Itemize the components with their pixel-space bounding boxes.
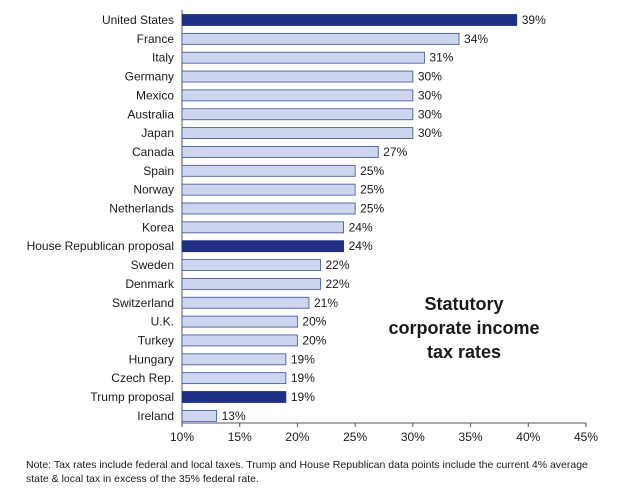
category-label: Turkey: [138, 333, 174, 347]
category-label: Korea: [142, 220, 174, 234]
bar: [181, 51, 425, 64]
category-label: United States: [102, 13, 174, 27]
bar: [181, 183, 356, 196]
bar: [181, 127, 414, 139]
data-label: 24%: [349, 239, 373, 253]
bar: [181, 32, 460, 45]
bar: [181, 334, 298, 347]
x-tick-label: 45%: [574, 430, 598, 444]
bar: [181, 202, 356, 215]
data-label: 25%: [360, 164, 384, 178]
category-label: Italy: [152, 51, 174, 65]
data-label: 19%: [291, 371, 315, 385]
data-label: 39%: [522, 13, 546, 27]
category-label: Denmark: [125, 277, 175, 291]
footnote: Note: Tax rates include federal and loca…: [26, 459, 588, 485]
category-label: Ireland: [137, 409, 174, 423]
category-label: France: [137, 32, 175, 46]
category-label: Japan: [141, 126, 174, 140]
data-label: 30%: [418, 88, 442, 102]
data-label: 21%: [314, 296, 338, 310]
bar: [181, 164, 356, 177]
chart-annotation: Statutory corporate income tax rates: [388, 294, 540, 362]
bar: [181, 146, 379, 158]
data-label: 25%: [360, 183, 384, 197]
bar: [181, 259, 321, 271]
x-tick-label: 15%: [228, 430, 252, 444]
data-label: 20%: [302, 333, 326, 347]
category-label: Trump proposal: [90, 390, 174, 404]
data-label: 20%: [302, 315, 326, 329]
category-label: Switzerland: [112, 296, 174, 310]
category-label: Czech Rep.: [111, 371, 174, 385]
bar: [181, 409, 218, 422]
x-tick-label: 35%: [459, 430, 483, 444]
bar: [181, 315, 298, 328]
category-label: Norway: [133, 183, 174, 197]
bar: [181, 277, 321, 290]
x-tick-label: 30%: [401, 430, 425, 444]
data-label: 30%: [418, 107, 442, 121]
bar: [181, 108, 414, 121]
bar: [181, 372, 287, 385]
x-tick-label: 40%: [516, 430, 540, 444]
category-label: House Republican proposal: [27, 239, 174, 253]
x-tick-label: 20%: [285, 430, 309, 444]
bar: [181, 89, 414, 102]
category-label: Spain: [143, 164, 174, 178]
category-label: Germany: [125, 70, 174, 84]
data-label: 30%: [418, 126, 442, 140]
category-label: Hungary: [129, 352, 174, 366]
bar: [181, 391, 287, 403]
x-tick-label: 10%: [170, 430, 194, 444]
data-label: 24%: [349, 220, 373, 234]
data-label: 30%: [418, 70, 442, 84]
data-label: 31%: [429, 51, 453, 65]
bar: [181, 14, 518, 26]
data-label: 34%: [464, 32, 488, 46]
bar: [181, 296, 310, 309]
bar: [181, 221, 345, 234]
category-label: Mexico: [136, 88, 174, 102]
category-label: Australia: [127, 107, 174, 121]
data-label: 19%: [291, 390, 315, 404]
x-tick-label: 25%: [343, 430, 367, 444]
category-label: Sweden: [131, 258, 174, 272]
category-label: U.K.: [151, 315, 174, 329]
category-label: Netherlands: [109, 202, 174, 216]
data-label: 13%: [222, 409, 246, 423]
bar: [181, 240, 345, 253]
data-label: 19%: [291, 352, 315, 366]
data-label: 22%: [326, 277, 350, 291]
data-label: 27%: [383, 145, 407, 159]
bar: [181, 70, 414, 83]
data-label: 22%: [326, 258, 350, 272]
category-label: Canada: [132, 145, 174, 159]
bar: [181, 353, 287, 366]
data-label: 25%: [360, 202, 384, 216]
